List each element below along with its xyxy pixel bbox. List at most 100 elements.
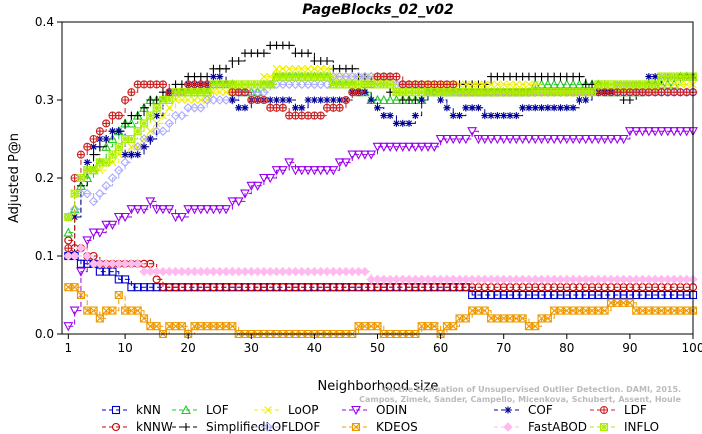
point-kdeos <box>76 290 85 300</box>
point-inflo <box>108 150 117 159</box>
point-odin <box>681 127 692 137</box>
point-lof <box>391 94 402 105</box>
point-odin <box>624 127 635 137</box>
point-knnw <box>240 283 250 292</box>
point-fastabod <box>650 274 660 285</box>
point-kdeos <box>449 322 458 331</box>
point-loop <box>178 96 186 104</box>
point-lof <box>107 133 118 144</box>
point-inflo <box>266 80 275 89</box>
point-odin <box>284 158 295 168</box>
point-ldf <box>613 88 622 97</box>
x-tick-label: 1 <box>64 341 72 355</box>
point-odin <box>599 134 610 145</box>
point-odin <box>120 212 131 223</box>
point-fastabod <box>366 274 376 285</box>
point-inflo <box>165 95 174 105</box>
point-knn <box>657 290 666 300</box>
point-cof <box>456 112 464 120</box>
point-ldf <box>158 80 168 89</box>
legend: kNNkNNWLOFSimplifiedLOFLoOPLDOFODINKDEOS… <box>102 403 659 434</box>
point-ldof <box>189 103 200 113</box>
point-kdeos <box>373 322 382 331</box>
point-cof <box>487 112 495 120</box>
point-cof <box>279 96 287 104</box>
point-cof <box>380 112 388 120</box>
point-fastabod <box>328 266 339 277</box>
point-knnw <box>310 283 319 292</box>
point-ldf <box>259 95 268 105</box>
point-cof <box>493 112 501 120</box>
point-cof <box>134 151 142 159</box>
point-kdeos <box>177 322 186 331</box>
point-knn <box>487 290 496 300</box>
point-cof <box>241 104 249 112</box>
point-knn <box>550 290 559 300</box>
point-cof <box>336 96 344 104</box>
point-fastabod <box>69 251 80 261</box>
point-inflo <box>651 80 660 89</box>
point-odin <box>195 205 206 215</box>
point-fastabod <box>505 274 515 285</box>
point-ldf <box>102 119 111 128</box>
x-tick-label: 60 <box>433 341 448 355</box>
point-odin <box>246 181 257 191</box>
point-loop <box>663 80 672 89</box>
point-simplifiedlof <box>222 64 231 73</box>
point-odin <box>353 150 364 160</box>
point-ldof <box>158 126 168 136</box>
point-odin <box>151 205 162 215</box>
x-tick-label: 80 <box>559 341 574 355</box>
point-ldf <box>114 111 123 120</box>
point-knnw <box>177 283 186 292</box>
point-inflo <box>114 142 123 151</box>
legend-item-knn: kNN <box>102 403 161 417</box>
point-knn <box>537 290 546 300</box>
point-cof <box>411 112 419 120</box>
point-ldof <box>315 79 326 90</box>
point-loop <box>512 80 521 89</box>
point-loop <box>310 64 319 73</box>
point-kdeos <box>108 306 117 315</box>
point-odin <box>423 142 433 152</box>
point-knn <box>499 290 508 300</box>
point-odin <box>76 267 86 277</box>
point-fastabod <box>284 266 294 277</box>
point-fastabod <box>341 266 351 277</box>
point-inflo <box>70 189 79 198</box>
point-loop <box>297 64 306 73</box>
point-cof <box>556 104 564 112</box>
point-fastabod <box>461 274 471 285</box>
point-odin <box>221 205 231 215</box>
point-simplifiedlof <box>234 57 243 65</box>
point-fastabod <box>114 259 124 269</box>
point-knnw <box>209 283 218 292</box>
point-knn <box>600 290 609 300</box>
point-fastabod <box>303 266 313 277</box>
legend-label-ldof: LDOF <box>288 420 320 434</box>
point-fastabod <box>593 274 604 285</box>
line-knn <box>68 255 693 296</box>
point-cof <box>209 73 217 81</box>
point-ldof <box>95 188 105 199</box>
point-lof <box>63 227 74 237</box>
point-fastabod <box>599 274 610 285</box>
point-loop <box>304 64 312 73</box>
x-tick-label: 100 <box>682 341 702 355</box>
point-fastabod <box>429 274 439 285</box>
point-odin <box>637 127 648 137</box>
x-tick-label: 20 <box>181 341 196 355</box>
point-inflo <box>64 212 73 222</box>
point-knn <box>581 290 590 300</box>
point-lof <box>82 172 93 183</box>
point-odin <box>69 306 80 316</box>
point-knnw <box>304 283 313 292</box>
point-cof <box>462 104 470 112</box>
point-fastabod <box>581 274 591 285</box>
point-odin <box>107 220 118 230</box>
point-loop <box>474 80 483 89</box>
point-ldof <box>132 142 143 152</box>
legend-label-cof: COF <box>528 403 553 417</box>
point-ldf <box>625 88 634 97</box>
point-kdeos <box>89 306 98 315</box>
